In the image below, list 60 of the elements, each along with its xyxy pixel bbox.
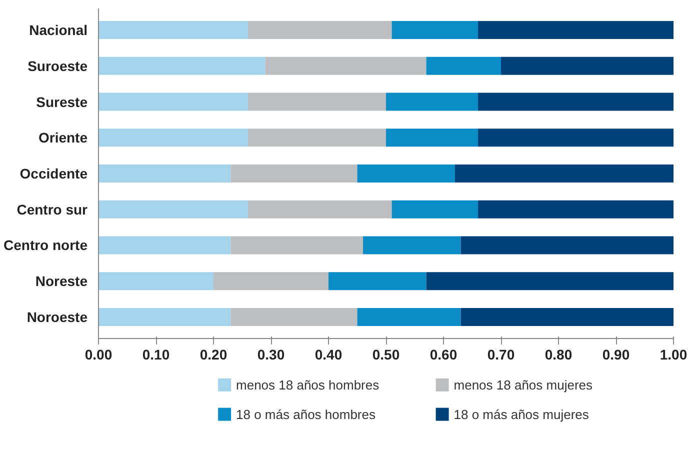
y-tick-label: Oriente	[38, 130, 88, 146]
bar	[230, 236, 363, 254]
bar	[460, 236, 674, 254]
bar	[98, 56, 266, 75]
x-tick-label: 0.10	[142, 346, 170, 362]
y-tick-label: Centro sur	[16, 201, 88, 218]
x-tick-label: 0.50	[372, 346, 400, 362]
x-tick-label: 0.80	[544, 346, 572, 362]
bar	[98, 128, 248, 147]
bar	[363, 236, 461, 254]
bar	[248, 21, 392, 39]
bar	[392, 21, 478, 39]
bar	[98, 92, 248, 111]
y-tick-label: Sureste	[36, 94, 88, 110]
bar	[386, 128, 478, 147]
bar	[98, 21, 248, 39]
x-tick-label: 0.30	[257, 346, 285, 362]
bar	[392, 200, 478, 218]
y-tick-label: Noroeste	[26, 308, 88, 325]
bar	[478, 128, 674, 147]
bar	[386, 92, 478, 111]
bar	[455, 164, 674, 182]
bar	[98, 272, 214, 290]
bar	[501, 56, 674, 75]
bar	[248, 200, 392, 218]
bar	[230, 164, 358, 182]
bar	[98, 236, 231, 254]
x-tick-label: 0.00	[84, 346, 112, 362]
bar	[98, 200, 248, 218]
x-tick-label: 0.70	[487, 346, 515, 362]
y-tick-label: Nacional	[29, 22, 88, 38]
legend-label: menos 18 años hombres	[236, 377, 380, 392]
bar	[478, 92, 674, 111]
legend-label: 18 o más años hombres	[236, 406, 376, 422]
bar	[98, 164, 231, 182]
bar	[478, 200, 674, 218]
bar	[248, 92, 386, 111]
x-tick-label: 0.60	[430, 346, 458, 362]
x-tick-label: 0.20	[200, 346, 228, 362]
bar	[265, 56, 426, 75]
bar	[357, 308, 461, 326]
bar	[98, 308, 231, 326]
bar	[328, 272, 426, 290]
legend-label: menos 18 años mujeres	[454, 377, 593, 392]
bar	[426, 56, 501, 75]
x-tick-label: 0.40	[314, 346, 342, 362]
x-tick-label: 0.90	[602, 346, 630, 362]
bar	[357, 164, 455, 182]
y-tick-label: Suroeste	[28, 58, 88, 74]
y-tick-label: Centro norte	[4, 237, 88, 254]
bar	[214, 272, 328, 290]
bar	[230, 308, 358, 326]
y-tick-label: Noreste	[35, 273, 88, 290]
legend-label: 18 o más años mujeres	[454, 406, 590, 422]
bar	[478, 21, 674, 39]
bar	[248, 128, 386, 147]
bar	[426, 272, 674, 290]
bar	[460, 308, 674, 326]
x-tick-label: 1.00	[660, 346, 688, 362]
y-tick-label: Occidente	[20, 166, 88, 182]
